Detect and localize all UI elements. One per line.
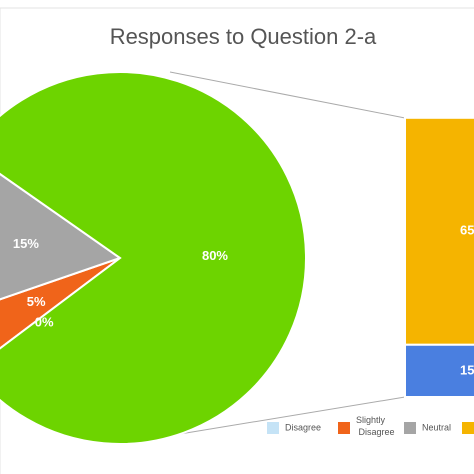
- data-label: 15: [460, 362, 474, 377]
- data-label: 65: [460, 223, 474, 238]
- legend-swatch: [338, 422, 350, 434]
- legend-label: Disagree: [285, 422, 321, 432]
- pie-slice: [0, 257, 121, 350]
- pie-slice: [0, 172, 123, 301]
- pie-slice: [0, 71, 307, 445]
- data-label: 5%: [27, 294, 46, 309]
- connector-line: [169, 71, 406, 119]
- legend-label: Neutral: [422, 422, 451, 432]
- legend-swatch: [462, 422, 474, 434]
- data-label: 15%: [13, 236, 39, 251]
- connector-line: [179, 396, 406, 435]
- chart-title: Responses to Question 2-a: [110, 24, 377, 49]
- data-label: 80%: [202, 248, 228, 263]
- bar-segment: [404, 116, 474, 346]
- data-label: 0%: [35, 315, 54, 330]
- legend-swatch: [267, 422, 279, 434]
- legend-swatch: [404, 422, 416, 434]
- legend-label: Slightly Disagree: [356, 415, 395, 437]
